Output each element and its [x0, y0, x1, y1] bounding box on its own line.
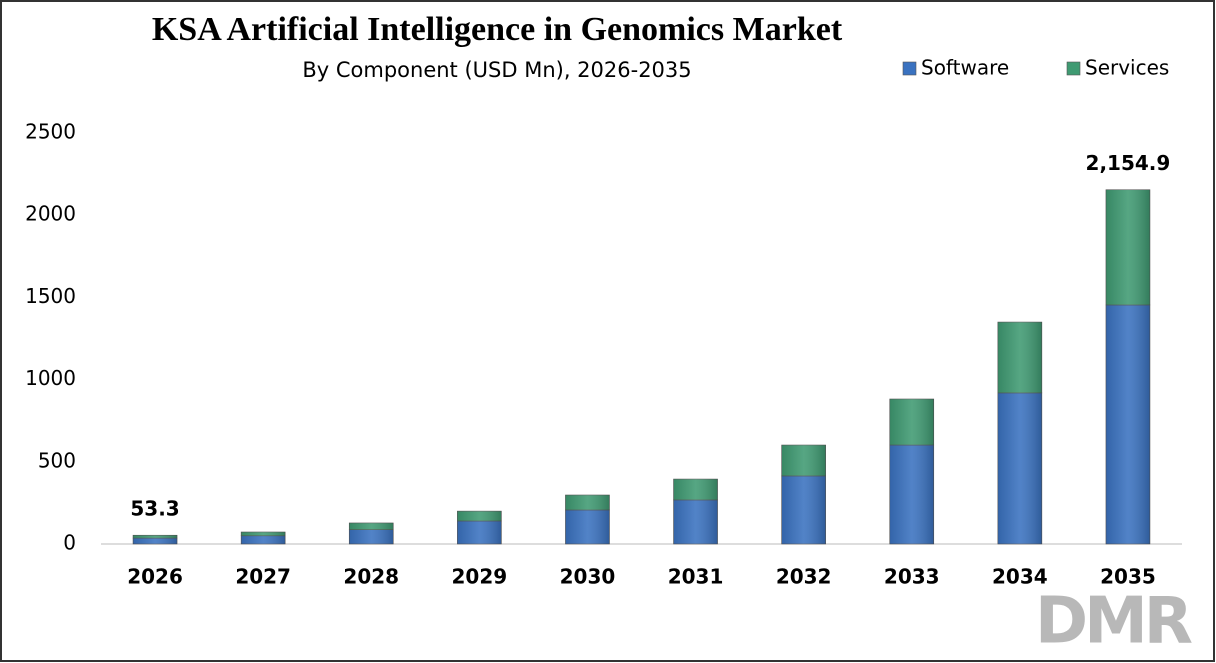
- total-label: 53.3: [130, 497, 179, 521]
- x-tick-label: 2027: [235, 565, 291, 589]
- bar-shade: [673, 499, 718, 544]
- bar-shade: [673, 479, 718, 500]
- bar-shade: [133, 538, 178, 544]
- x-tick-label: 2028: [343, 565, 399, 589]
- y-tick-label: 2000: [25, 202, 76, 226]
- x-tick-label: 2029: [452, 565, 508, 589]
- legend-swatch: [902, 61, 917, 76]
- bar-shade: [133, 535, 178, 539]
- bar-shade: [565, 495, 610, 510]
- legend-swatch: [1066, 61, 1081, 76]
- bar-shade: [241, 535, 286, 544]
- x-tick-label: 2034: [992, 565, 1048, 589]
- bar-shade: [781, 475, 826, 544]
- bar-shade: [997, 392, 1042, 544]
- x-tick-label: 2026: [127, 565, 183, 589]
- x-tick-label: 2031: [668, 565, 724, 589]
- bar-shade: [565, 509, 610, 544]
- x-tick-label: 2030: [560, 565, 616, 589]
- x-tick-label: 2035: [1100, 565, 1156, 589]
- y-tick-label: 0: [63, 531, 76, 555]
- y-tick-label: 2500: [25, 120, 76, 144]
- legend-label: Services: [1085, 56, 1169, 80]
- y-tick-label: 500: [38, 448, 76, 472]
- watermark: DMR: [1035, 585, 1192, 659]
- bar-shade: [1105, 189, 1150, 305]
- x-tick-label: 2033: [884, 565, 940, 589]
- bar-shade: [889, 445, 934, 544]
- bar-shade: [997, 322, 1042, 393]
- chart-subtitle: By Component (USD Mn), 2026-2035: [302, 58, 691, 82]
- bar-shade: [349, 522, 394, 530]
- y-tick-label: 1000: [25, 366, 76, 390]
- bar-shade: [457, 520, 502, 544]
- bar-shade: [889, 398, 934, 446]
- bar-shade: [457, 511, 502, 521]
- bar-shade: [781, 445, 826, 476]
- bar-shade: [349, 529, 394, 544]
- legend-label: Software: [921, 56, 1009, 80]
- total-label: 2,154.9: [1086, 151, 1171, 175]
- bar-shade: [1105, 304, 1150, 544]
- y-tick-label: 1500: [25, 284, 76, 308]
- chart-title: KSA Artificial Intelligence in Genomics …: [152, 11, 843, 48]
- x-tick-label: 2032: [776, 565, 832, 589]
- bar-shade: [241, 531, 286, 536]
